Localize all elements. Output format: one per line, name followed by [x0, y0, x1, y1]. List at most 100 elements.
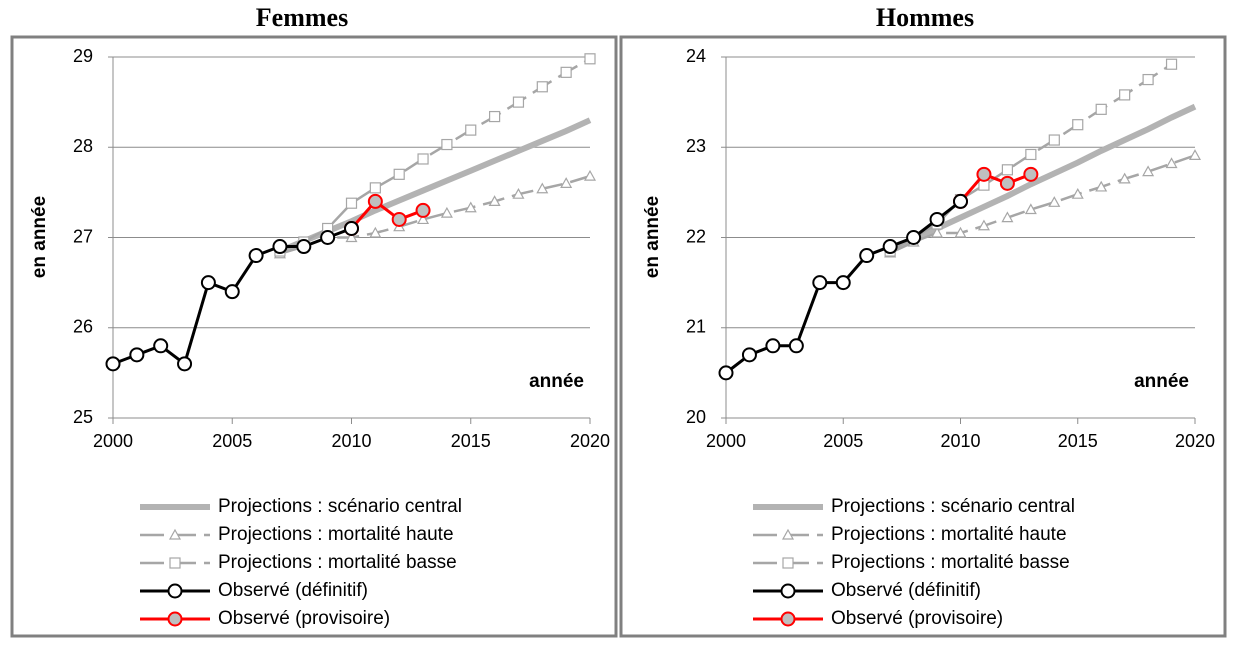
x-tick-label: 2000: [706, 431, 746, 451]
marker: [584, 53, 596, 65]
marker: [780, 611, 796, 627]
marker: [415, 202, 431, 218]
marker: [345, 231, 358, 243]
marker: [224, 284, 240, 300]
x-axis-label: année: [1134, 371, 1189, 392]
marker: [177, 356, 193, 372]
y-tick-label: 20: [686, 407, 706, 427]
marker: [489, 110, 501, 123]
series-line: [279, 174, 591, 255]
marker: [167, 583, 183, 599]
marker: [512, 187, 525, 199]
marker: [1095, 180, 1108, 192]
marker: [248, 248, 264, 264]
chart-title: Femmes: [256, 3, 348, 32]
marker: [168, 528, 182, 540]
y-tick-label: 22: [686, 226, 706, 246]
marker: [1118, 172, 1131, 184]
marker: [129, 347, 145, 363]
marker: [320, 230, 336, 245]
marker: [765, 338, 781, 354]
marker: [782, 557, 794, 569]
legend-label: Projections : scénario central: [218, 496, 462, 517]
marker: [369, 182, 381, 194]
series-line: [959, 172, 1032, 203]
marker: [583, 169, 597, 181]
marker: [560, 66, 572, 78]
x-tick-label: 2000: [93, 431, 133, 451]
marker: [391, 211, 407, 227]
x-tick-label: 2005: [823, 431, 863, 451]
y-tick-label: 28: [73, 136, 93, 156]
marker: [393, 168, 405, 180]
marker: [976, 166, 992, 182]
marker: [417, 213, 430, 225]
marker: [781, 528, 795, 540]
x-tick-label: 2015: [451, 431, 491, 451]
marker: [345, 197, 358, 209]
marker: [169, 557, 181, 569]
marker: [296, 239, 312, 255]
marker: [417, 153, 429, 165]
legend-label: Projections : mortalité haute: [831, 524, 1067, 545]
x-tick-label: 2010: [940, 431, 980, 451]
marker: [1071, 187, 1084, 199]
marker: [1119, 89, 1131, 101]
marker: [536, 81, 548, 93]
marker: [859, 248, 875, 264]
marker: [788, 338, 804, 354]
panel-border: [619, 35, 1227, 638]
legend-label: Observé (provisoire): [831, 608, 1003, 629]
marker: [441, 138, 453, 151]
panel-border: [10, 35, 618, 638]
marker: [1165, 58, 1178, 70]
marker: [835, 275, 851, 291]
series-line: [350, 199, 424, 230]
y-tick-label: 26: [73, 317, 93, 337]
marker: [1024, 203, 1037, 215]
chart-title: Hommes: [876, 3, 974, 32]
x-tick-label: 2020: [570, 431, 610, 451]
y-tick-label: 27: [73, 226, 93, 246]
marker: [465, 124, 477, 136]
x-tick-label: 2005: [212, 431, 252, 451]
marker: [931, 226, 944, 238]
y-tick-label: 24: [686, 46, 706, 66]
marker: [906, 230, 922, 245]
marker: [1025, 148, 1037, 161]
marker: [200, 275, 216, 291]
marker: [512, 96, 525, 108]
legend-label: Projections : mortalité basse: [831, 552, 1070, 573]
y-axis-label: en année: [642, 196, 663, 278]
legend-label: Projections : mortalité basse: [218, 552, 457, 573]
x-tick-label: 2010: [331, 431, 371, 451]
marker: [1095, 103, 1107, 115]
series-line: [889, 154, 1196, 254]
marker: [167, 611, 183, 627]
marker: [812, 275, 828, 291]
marker: [440, 206, 453, 218]
x-tick-label: 2015: [1058, 431, 1098, 451]
y-tick-label: 25: [73, 407, 93, 427]
legend-label: Observé (provisoire): [218, 608, 390, 629]
marker: [1023, 166, 1039, 182]
marker: [882, 239, 898, 255]
y-tick-label: 21: [686, 317, 706, 337]
marker: [536, 182, 549, 194]
marker: [1165, 157, 1178, 169]
legend-label: Observé (définitif): [831, 580, 981, 601]
marker: [367, 193, 383, 209]
marker: [953, 193, 968, 209]
marker: [718, 365, 734, 381]
marker: [272, 239, 288, 255]
marker: [1072, 119, 1084, 131]
y-tick-label: 23: [686, 136, 706, 156]
marker: [1188, 149, 1202, 160]
marker: [954, 226, 967, 238]
marker: [929, 211, 945, 227]
marker: [369, 226, 382, 238]
marker: [780, 583, 796, 599]
marker: [977, 219, 990, 231]
marker: [1048, 196, 1061, 207]
